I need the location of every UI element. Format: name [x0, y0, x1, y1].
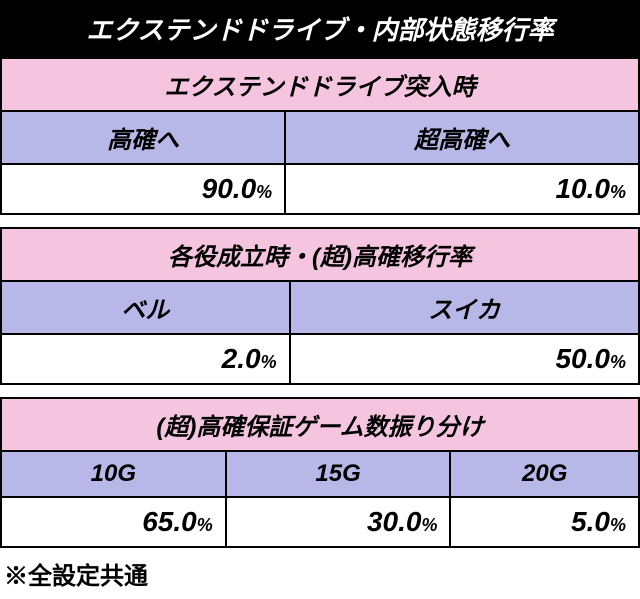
section3-val2: 30.0%	[226, 497, 451, 547]
section1-val2: 10.0%	[285, 164, 639, 214]
section3-col2: 15G	[226, 451, 451, 497]
section2-val1: 2.0%	[1, 334, 290, 384]
table-container: エクステンドドライブ・内部状態移行率 エクステンドドライブ突入時 高確へ 超高確…	[0, 0, 640, 599]
section2-col1: ベル	[1, 281, 290, 334]
section1-header: エクステンドドライブ突入時	[1, 58, 639, 111]
section3-col3: 20G	[450, 451, 639, 497]
section2-table: 各役成立時・(超)高確移行率 ベル スイカ 2.0% 50.0%	[0, 227, 640, 385]
section3-val3: 5.0%	[450, 497, 639, 547]
section3-header: (超)高確保証ゲーム数振り分け	[1, 398, 639, 451]
footnote: ※全設定共通	[0, 548, 640, 599]
section3-table: (超)高確保証ゲーム数振り分け 10G 15G 20G 65.0% 30.0% …	[0, 397, 640, 548]
section2-col2: スイカ	[290, 281, 639, 334]
section1-col2: 超高確へ	[285, 111, 639, 164]
section1-val1: 90.0%	[1, 164, 285, 214]
section3-col1: 10G	[1, 451, 226, 497]
section2-val2: 50.0%	[290, 334, 639, 384]
section3-val1: 65.0%	[1, 497, 226, 547]
section1-col1: 高確へ	[1, 111, 285, 164]
spacer1	[0, 215, 640, 227]
section2-header: 各役成立時・(超)高確移行率	[1, 228, 639, 281]
spacer2	[0, 385, 640, 397]
main-title: エクステンドドライブ・内部状態移行率	[0, 0, 640, 57]
section1-table: エクステンドドライブ突入時 高確へ 超高確へ 90.0% 10.0%	[0, 57, 640, 215]
